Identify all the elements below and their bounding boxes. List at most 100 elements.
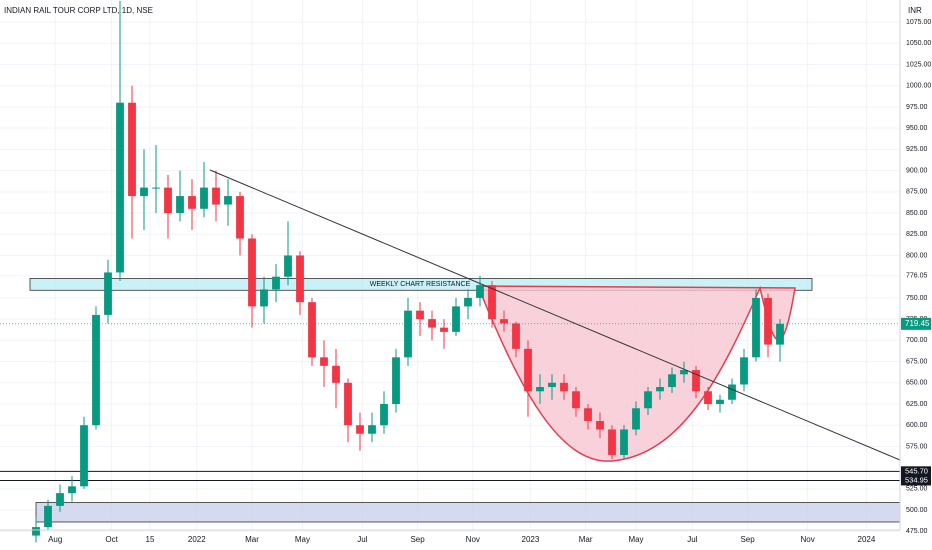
candle-body bbox=[344, 382, 352, 426]
y-tick-label: 1075.00 bbox=[906, 19, 931, 26]
y-tick-label: 525.00 bbox=[906, 486, 928, 493]
x-tick-label: Nov bbox=[800, 535, 814, 544]
candle-body bbox=[116, 102, 124, 273]
y-tick-label: 700.00 bbox=[906, 337, 928, 344]
candle-body bbox=[464, 297, 472, 307]
candle-body bbox=[224, 196, 232, 205]
candle-body bbox=[476, 285, 484, 298]
y-tick-label: 925.00 bbox=[906, 146, 928, 153]
level-tag-label: 545.70 bbox=[905, 466, 928, 475]
y-tick-label: 1050.00 bbox=[906, 40, 931, 47]
candle-body bbox=[356, 425, 364, 434]
currency: INR bbox=[908, 6, 922, 15]
resistance-zone bbox=[29, 277, 813, 291]
x-tick-label: Nov bbox=[466, 535, 480, 544]
level-tag-label: 534.95 bbox=[905, 475, 928, 484]
candle-body bbox=[380, 404, 388, 426]
candle-body bbox=[152, 187, 160, 189]
candle-body bbox=[740, 357, 748, 385]
candle-body bbox=[368, 425, 376, 434]
x-tick-label: Jul bbox=[357, 535, 367, 544]
candle-body bbox=[56, 493, 64, 506]
y-tick-label: 650.00 bbox=[906, 380, 928, 387]
candle-body bbox=[308, 302, 316, 358]
candle-body bbox=[284, 255, 292, 277]
candle-body bbox=[212, 187, 220, 205]
y-tick-label: 800.00 bbox=[906, 252, 928, 259]
level-tag bbox=[901, 466, 931, 477]
y-tick-label: 1000.00 bbox=[906, 83, 931, 90]
x-tick-label: 2024 bbox=[858, 535, 876, 544]
y-tick-label: 625.00 bbox=[906, 401, 928, 408]
x-tick-label: 15 bbox=[146, 535, 155, 544]
candle-body bbox=[92, 314, 100, 426]
y-tick-label: 950.00 bbox=[906, 125, 928, 132]
candle-body bbox=[296, 255, 304, 303]
candle-body bbox=[668, 374, 676, 388]
candle-body bbox=[572, 391, 580, 409]
y-tick-label: 500.00 bbox=[906, 507, 928, 514]
candle-body bbox=[80, 425, 88, 487]
y-tick-label: 575.00 bbox=[906, 443, 928, 450]
candle-body bbox=[596, 420, 604, 430]
x-tick-label: Oct bbox=[105, 535, 118, 544]
candle-body bbox=[188, 196, 196, 209]
candle-body bbox=[644, 391, 652, 409]
x-tick-label: 2023 bbox=[522, 535, 540, 544]
candle-body bbox=[176, 196, 184, 214]
candle-body bbox=[68, 486, 76, 494]
candle-body bbox=[704, 391, 712, 405]
price-axis bbox=[900, 0, 932, 550]
candle-body bbox=[584, 408, 592, 421]
candle-body bbox=[764, 297, 772, 345]
candles bbox=[0, 0, 900, 543]
level-tag bbox=[901, 475, 931, 486]
y-tick-label: 1025.00 bbox=[906, 61, 931, 68]
candle-body bbox=[200, 187, 208, 209]
support-zone bbox=[35, 502, 901, 523]
candle-body bbox=[728, 384, 736, 400]
price-tag bbox=[901, 317, 931, 330]
y-tick-label: 475.00 bbox=[906, 528, 928, 535]
candle-body bbox=[440, 327, 448, 332]
y-tick-label: 600.00 bbox=[906, 422, 928, 429]
x-tick-label: Mar bbox=[245, 535, 259, 544]
y-tick-label: 975.00 bbox=[906, 104, 928, 111]
candle-body bbox=[500, 319, 508, 324]
candle-body bbox=[140, 187, 148, 197]
y-tick-label: 675.00 bbox=[906, 358, 928, 365]
candle-body bbox=[44, 505, 52, 528]
y-tick-label: 750.00 bbox=[906, 295, 928, 302]
candle-body bbox=[620, 429, 628, 455]
x-tick-label: May bbox=[295, 535, 310, 544]
trendline bbox=[209, 169, 901, 461]
candle-body bbox=[536, 387, 544, 392]
candle-body bbox=[128, 102, 136, 197]
candle-body bbox=[164, 187, 172, 214]
candle-body bbox=[716, 399, 724, 405]
candle-body bbox=[260, 289, 268, 307]
x-tick-label: May bbox=[628, 535, 643, 544]
x-tick-label: Jul bbox=[687, 535, 697, 544]
x-tick-label: Mar bbox=[579, 535, 593, 544]
candle-body bbox=[320, 357, 328, 366]
candle-body bbox=[548, 382, 556, 388]
cup-and-handle bbox=[476, 285, 796, 462]
y-tick-label: 825.00 bbox=[906, 231, 928, 238]
y-tick-label: 850.00 bbox=[906, 210, 928, 217]
candle-body bbox=[692, 370, 700, 392]
candle-body bbox=[560, 382, 568, 392]
x-tick-label: 2022 bbox=[188, 535, 206, 544]
candle-body bbox=[272, 276, 280, 290]
candle-body bbox=[512, 323, 520, 349]
candle-body bbox=[608, 429, 616, 455]
candle-body bbox=[524, 348, 532, 392]
candle-body bbox=[656, 387, 664, 392]
x-tick-label: Aug bbox=[48, 535, 62, 544]
candle-body bbox=[332, 365, 340, 383]
y-tick-label: 900.00 bbox=[906, 167, 928, 174]
y-tick-label: 776.05 bbox=[906, 273, 928, 280]
candle-body bbox=[776, 323, 784, 345]
